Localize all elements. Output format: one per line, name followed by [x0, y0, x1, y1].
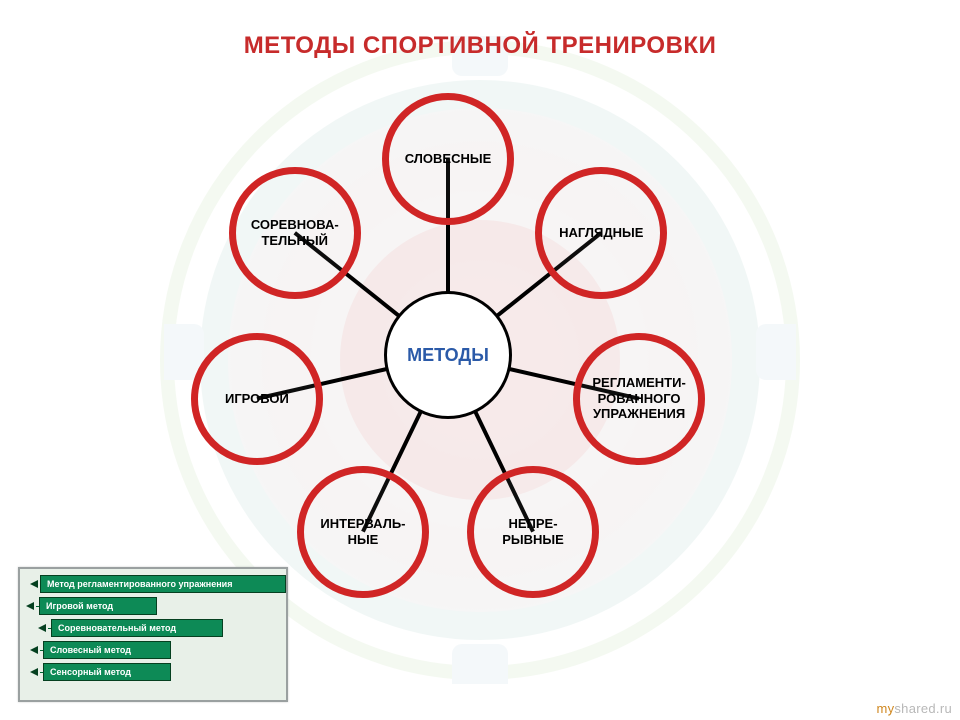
method-node: НЕПРЕ-РЫВНЫЕ: [467, 466, 599, 598]
legend-row: Игровой метод: [26, 597, 282, 615]
legend-bar: Метод регламентированного упражнения: [40, 575, 286, 593]
watermark-prefix: my: [876, 701, 894, 716]
legend-row: Метод регламентированного упражнения: [30, 575, 282, 593]
method-node: ИГРОВОЙ: [191, 333, 323, 465]
arrow-left-icon: [30, 580, 38, 588]
method-node-label: СОРЕВНОВА-ТЕЛЬНЫЙ: [251, 217, 339, 248]
legend-bar: Соревновательный метод: [51, 619, 223, 637]
method-node-label: ИНТЕРВАЛЬ-НЫЕ: [320, 516, 405, 547]
watermark-rest: shared.ru: [894, 701, 952, 716]
method-node-label: НЕПРЕ-РЫВНЫЕ: [502, 516, 564, 547]
method-node-label: ИГРОВОЙ: [225, 391, 289, 407]
method-node: СЛОВЕСНЫЕ: [382, 93, 514, 225]
legend-bar: Игровой метод: [39, 597, 157, 615]
legend-row: Соревновательный метод: [38, 619, 282, 637]
legend-bar: Сенсорный метод: [43, 663, 171, 681]
hub-node: МЕТОДЫ: [384, 291, 512, 419]
watermark: myshared.ru: [876, 701, 952, 716]
method-node: СОРЕВНОВА-ТЕЛЬНЫЙ: [229, 167, 361, 299]
legend-row: Словесный метод: [30, 641, 282, 659]
method-node: ИНТЕРВАЛЬ-НЫЕ: [297, 466, 429, 598]
arrow-left-icon: [38, 624, 46, 632]
method-node: РЕГЛАМЕНТИ-РОВАННОГОУПРАЖНЕНИЯ: [573, 333, 705, 465]
legend-bar: Словесный метод: [43, 641, 171, 659]
page-title: МЕТОДЫ СПОРТИВНОЙ ТРЕНИРОВКИ: [0, 32, 960, 60]
method-node-label: СЛОВЕСНЫЕ: [405, 151, 492, 167]
hub-label: МЕТОДЫ: [407, 345, 489, 366]
arrow-left-icon: [30, 668, 38, 676]
method-node: НАГЛЯДНЫЕ: [535, 167, 667, 299]
arrow-left-icon: [30, 646, 38, 654]
method-node-label: РЕГЛАМЕНТИ-РОВАННОГОУПРАЖНЕНИЯ: [592, 375, 685, 422]
arrow-left-icon: [26, 602, 34, 610]
legend-row: Сенсорный метод: [30, 663, 282, 681]
method-node-label: НАГЛЯДНЫЕ: [559, 225, 643, 241]
legend-box: Метод регламентированного упражнения Игро…: [18, 567, 288, 702]
